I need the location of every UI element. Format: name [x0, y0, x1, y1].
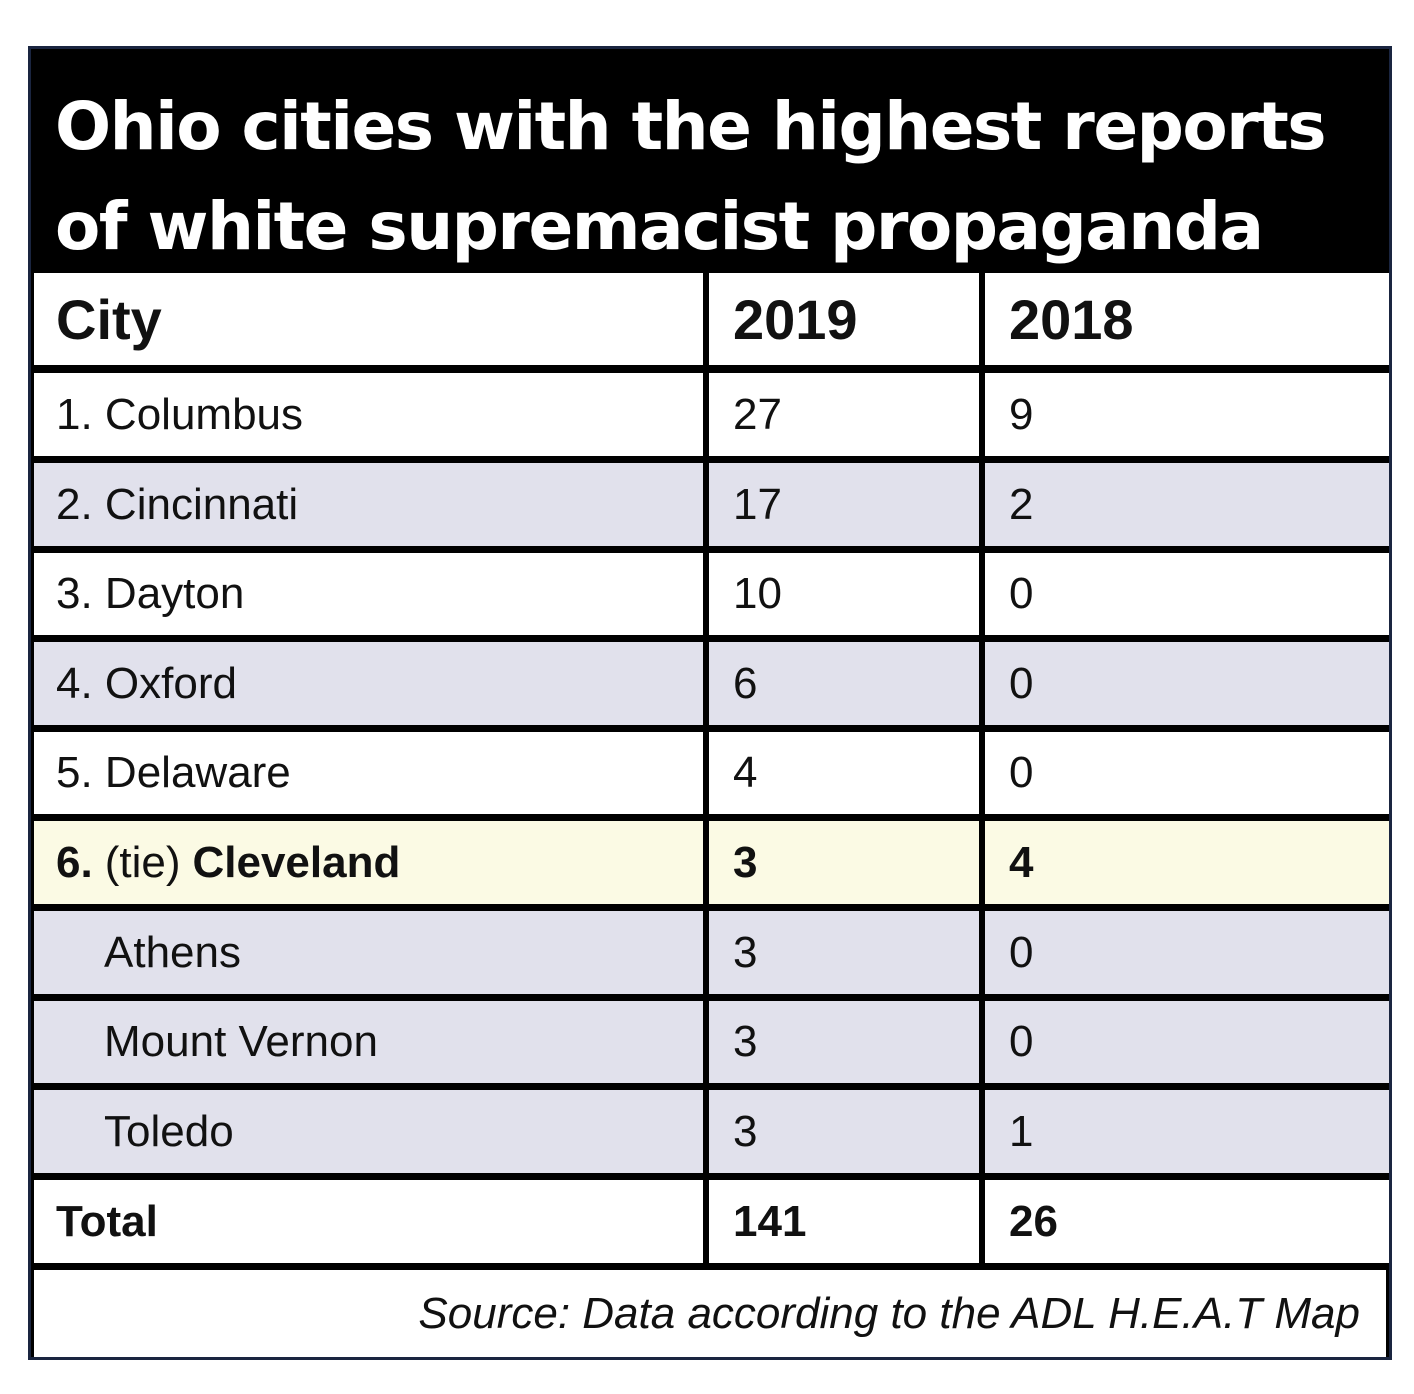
table-row-toledo: Toledo 3 1 — [31, 1090, 1389, 1173]
value-2018-cell: 2 — [985, 463, 1389, 546]
value-2018-cell: 0 — [985, 642, 1389, 725]
value-2018-cell: 9 — [985, 373, 1389, 456]
chart-title: Ohio cities with the highest reports of … — [31, 49, 1389, 273]
city-cell: Toledo — [34, 1090, 703, 1173]
value-2019-cell: 6 — [709, 642, 979, 725]
data-table: City 2019 2018 1. Columbus 27 9 2. Cinci… — [31, 273, 1389, 1357]
value-2018-cell: 4 — [985, 821, 1389, 904]
value-2019-cell: 3 — [709, 911, 979, 994]
city-cell: 4. Oxford — [34, 642, 703, 725]
table-row-delaware: 5. Delaware 4 0 — [31, 732, 1389, 814]
value-2019-cell: 4 — [709, 732, 979, 814]
value-2018-cell: 0 — [985, 732, 1389, 814]
city-name: Cleveland — [192, 837, 401, 887]
header-city: City — [34, 273, 703, 365]
city-cell: 1. Columbus — [34, 373, 703, 456]
total-label: Total — [34, 1180, 703, 1263]
table-total-row: Total 141 26 — [31, 1180, 1389, 1263]
table-frame: Ohio cities with the highest reports of … — [28, 46, 1392, 1360]
value-2019-cell: 3 — [709, 821, 979, 904]
city-cell: 3. Dayton — [34, 553, 703, 635]
tie-label: (tie) — [104, 837, 181, 887]
source-note: Source: Data according to the ADL H.E.A.… — [34, 1270, 1386, 1357]
city-cell: Mount Vernon — [34, 1001, 703, 1083]
table-row-columbus: 1. Columbus 27 9 — [31, 373, 1389, 456]
header-2019: 2019 — [709, 273, 979, 365]
total-2019: 141 — [709, 1180, 979, 1263]
rank-label: 6. — [56, 837, 93, 887]
city-cell: 2. Cincinnati — [34, 463, 703, 546]
value-2019-cell: 17 — [709, 463, 979, 546]
value-2018-cell: 0 — [985, 553, 1389, 635]
value-2019-cell: 3 — [709, 1001, 979, 1083]
table-row-cleveland: 6. (tie) Cleveland 3 4 — [31, 821, 1389, 904]
table-row-oxford: 4. Oxford 6 0 — [31, 642, 1389, 725]
value-2019-cell: 10 — [709, 553, 979, 635]
source-row: Source: Data according to the ADL H.E.A.… — [31, 1270, 1389, 1357]
table-row-athens: Athens 3 0 — [31, 911, 1389, 994]
value-2019-cell: 27 — [709, 373, 979, 456]
table-row-cincinnati: 2. Cincinnati 17 2 — [31, 463, 1389, 546]
value-2018-cell: 1 — [985, 1090, 1389, 1173]
table-header-row: City 2019 2018 — [31, 273, 1389, 365]
city-cell: 6. (tie) Cleveland — [34, 821, 703, 904]
value-2019-cell: 3 — [709, 1090, 979, 1173]
total-2018: 26 — [985, 1180, 1389, 1263]
city-cell: 5. Delaware — [34, 732, 703, 814]
city-cell: Athens — [34, 911, 703, 994]
value-2018-cell: 0 — [985, 911, 1389, 994]
value-2018-cell: 0 — [985, 1001, 1389, 1083]
table-row-dayton: 3. Dayton 10 0 — [31, 553, 1389, 635]
table-row-mount-vernon: Mount Vernon 3 0 — [31, 1001, 1389, 1083]
header-2018: 2018 — [985, 273, 1389, 365]
